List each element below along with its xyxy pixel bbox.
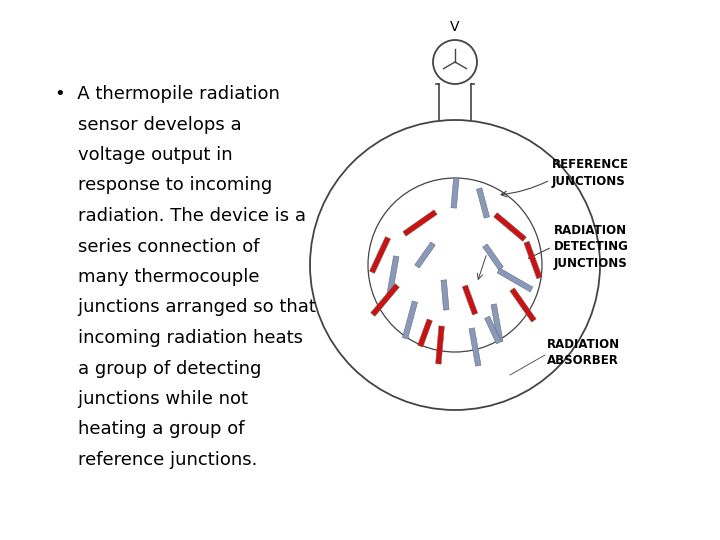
Polygon shape <box>510 288 536 322</box>
Text: RADIATION
DETECTING
JUNCTIONS: RADIATION DETECTING JUNCTIONS <box>554 225 629 269</box>
Text: RADIATION
ABSORBER: RADIATION ABSORBER <box>547 339 620 368</box>
Text: response to incoming: response to incoming <box>55 177 272 194</box>
Text: reference junctions.: reference junctions. <box>55 451 257 469</box>
Text: series connection of: series connection of <box>55 238 259 255</box>
Polygon shape <box>462 285 477 315</box>
Polygon shape <box>498 268 533 292</box>
Polygon shape <box>482 244 503 270</box>
Text: junctions arranged so that: junctions arranged so that <box>55 299 316 316</box>
Polygon shape <box>524 241 542 279</box>
Polygon shape <box>403 210 437 236</box>
Polygon shape <box>415 242 436 268</box>
Text: a group of detecting: a group of detecting <box>55 360 261 377</box>
Polygon shape <box>469 328 481 366</box>
Text: V: V <box>450 20 460 34</box>
Text: junctions while not: junctions while not <box>55 390 248 408</box>
Text: REFERENCE
JUNCTIONS: REFERENCE JUNCTIONS <box>552 159 629 187</box>
Polygon shape <box>402 301 418 339</box>
Polygon shape <box>491 304 503 342</box>
Polygon shape <box>451 178 459 208</box>
Text: radiation. The device is a: radiation. The device is a <box>55 207 306 225</box>
Text: incoming radiation heats: incoming radiation heats <box>55 329 303 347</box>
Polygon shape <box>418 319 433 347</box>
Polygon shape <box>436 326 444 364</box>
Polygon shape <box>494 213 526 241</box>
Polygon shape <box>441 280 449 310</box>
Polygon shape <box>477 188 490 218</box>
Text: many thermocouple: many thermocouple <box>55 268 259 286</box>
Polygon shape <box>387 256 399 294</box>
Text: sensor develops a: sensor develops a <box>55 116 242 133</box>
Text: •  A thermopile radiation: • A thermopile radiation <box>55 85 280 103</box>
Polygon shape <box>369 237 390 273</box>
Text: voltage output in: voltage output in <box>55 146 233 164</box>
Polygon shape <box>485 316 501 344</box>
Polygon shape <box>371 284 400 316</box>
Text: heating a group of: heating a group of <box>55 421 245 438</box>
